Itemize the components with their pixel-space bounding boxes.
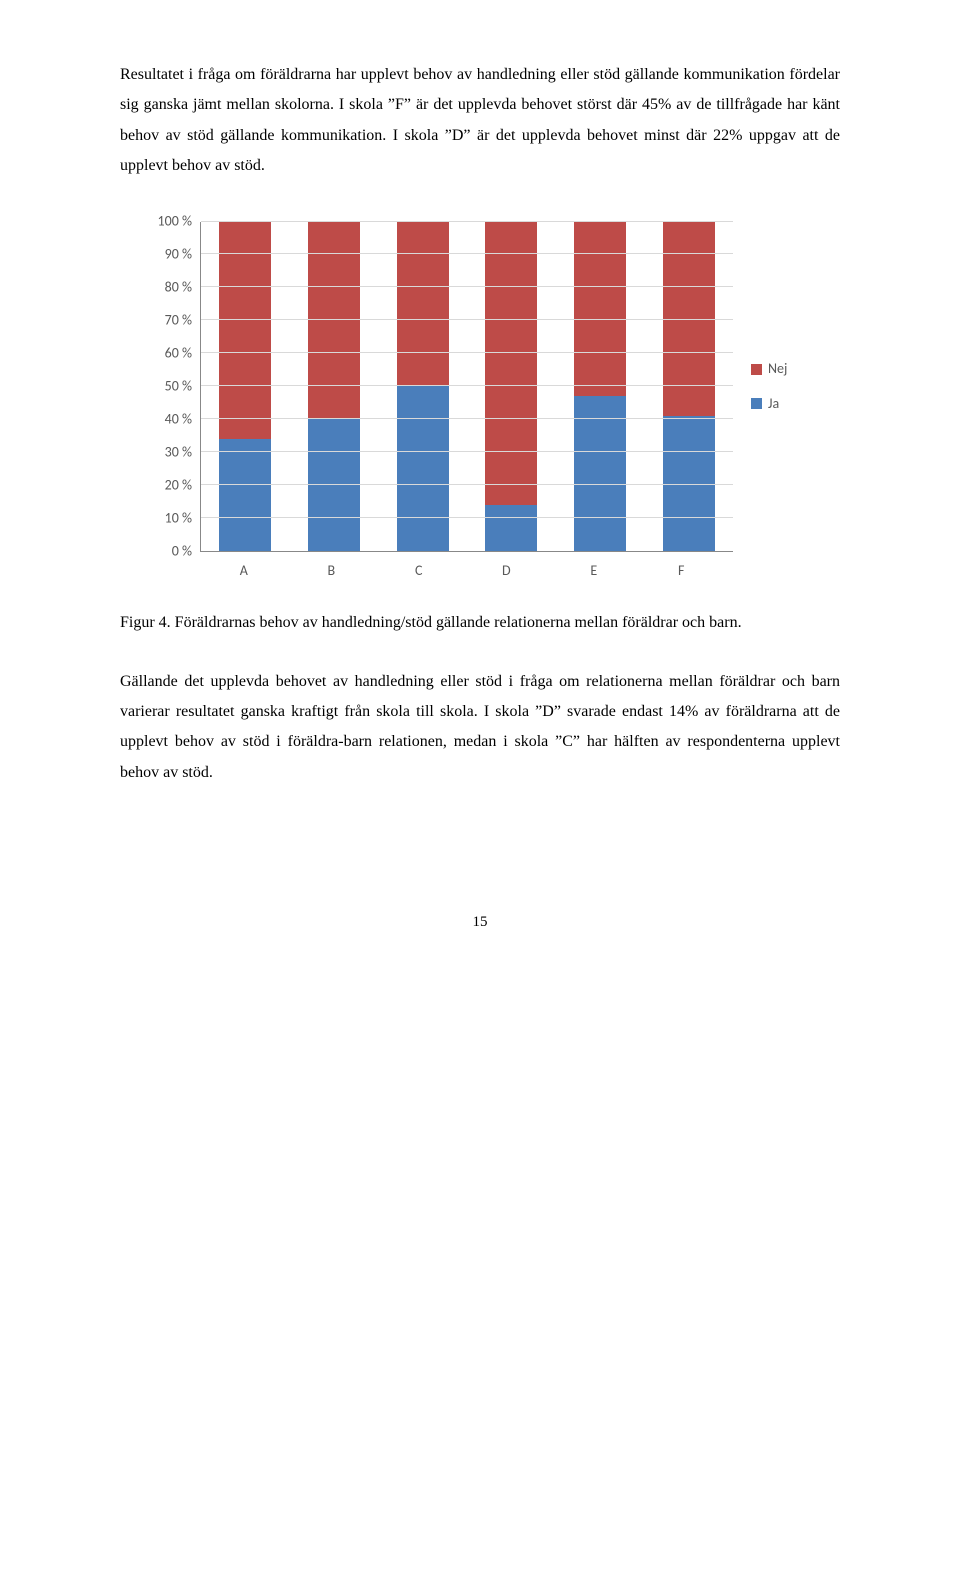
y-tick-label: 90 % — [165, 241, 192, 268]
gridline — [201, 451, 733, 452]
y-tick-label: 50 % — [165, 373, 192, 400]
y-axis: 0 %10 %20 %30 %40 %50 %60 %70 %80 %90 %1… — [145, 222, 200, 552]
bar-segment-Ja — [485, 505, 537, 551]
y-tick-label: 0 % — [172, 538, 192, 565]
bar-segment-Nej — [397, 222, 449, 387]
bar-E — [574, 222, 626, 551]
legend-item-Ja: Ja — [751, 391, 815, 418]
bar-segment-Ja — [308, 419, 360, 551]
x-axis-labels: A B C D E F — [200, 552, 725, 585]
bar-B — [308, 222, 360, 551]
bar-D — [485, 222, 537, 551]
bar-segment-Ja — [574, 396, 626, 551]
bar-F — [663, 222, 715, 551]
y-tick-label: 60 % — [165, 340, 192, 367]
bar-segment-Nej — [485, 222, 537, 505]
legend-label: Nej — [768, 356, 787, 383]
bar-segment-Nej — [574, 222, 626, 396]
legend-swatch-icon — [751, 364, 762, 375]
y-tick-label: 40 % — [165, 406, 192, 433]
y-tick-label: 30 % — [165, 439, 192, 466]
x-tick-label: F — [655, 558, 707, 585]
figure-4-caption: Figur 4. Föräldrarnas behov av handledni… — [120, 608, 840, 638]
legend-label: Ja — [768, 391, 779, 418]
y-tick-label: 20 % — [165, 472, 192, 499]
gridline — [201, 286, 733, 287]
bar-segment-Ja — [219, 439, 271, 551]
legend-swatch-icon — [751, 398, 762, 409]
legend-item-Nej: Nej — [751, 356, 815, 383]
gridline — [201, 484, 733, 485]
x-tick-label: A — [218, 558, 270, 585]
figure-4-chart: 0 %10 %20 %30 %40 %50 %60 %70 %80 %90 %1… — [145, 222, 815, 585]
paragraph-1: Resultatet i fråga om föräldrarna har up… — [120, 60, 840, 182]
gridline — [201, 253, 733, 254]
gridline — [201, 352, 733, 353]
x-tick-label: C — [393, 558, 445, 585]
y-tick-label: 10 % — [165, 505, 192, 532]
paragraph-2: Gällande det upplevda behovet av handled… — [120, 667, 840, 789]
x-tick-label: D — [480, 558, 532, 585]
bars-container — [201, 222, 733, 551]
bar-C — [397, 222, 449, 551]
chart-legend: Nej Ja — [733, 222, 815, 552]
gridline — [201, 385, 733, 386]
x-tick-label: B — [305, 558, 357, 585]
plot-area — [200, 222, 733, 552]
gridline — [201, 418, 733, 419]
y-tick-label: 80 % — [165, 274, 192, 301]
gridline — [201, 221, 733, 222]
y-tick-label: 70 % — [165, 307, 192, 334]
page-number: 15 — [120, 908, 840, 937]
bar-A — [219, 222, 271, 551]
x-tick-label: E — [568, 558, 620, 585]
bar-segment-Nej — [308, 222, 360, 419]
y-tick-label: 100 % — [158, 208, 192, 235]
gridline — [201, 517, 733, 518]
gridline — [201, 319, 733, 320]
bar-segment-Ja — [397, 386, 449, 551]
